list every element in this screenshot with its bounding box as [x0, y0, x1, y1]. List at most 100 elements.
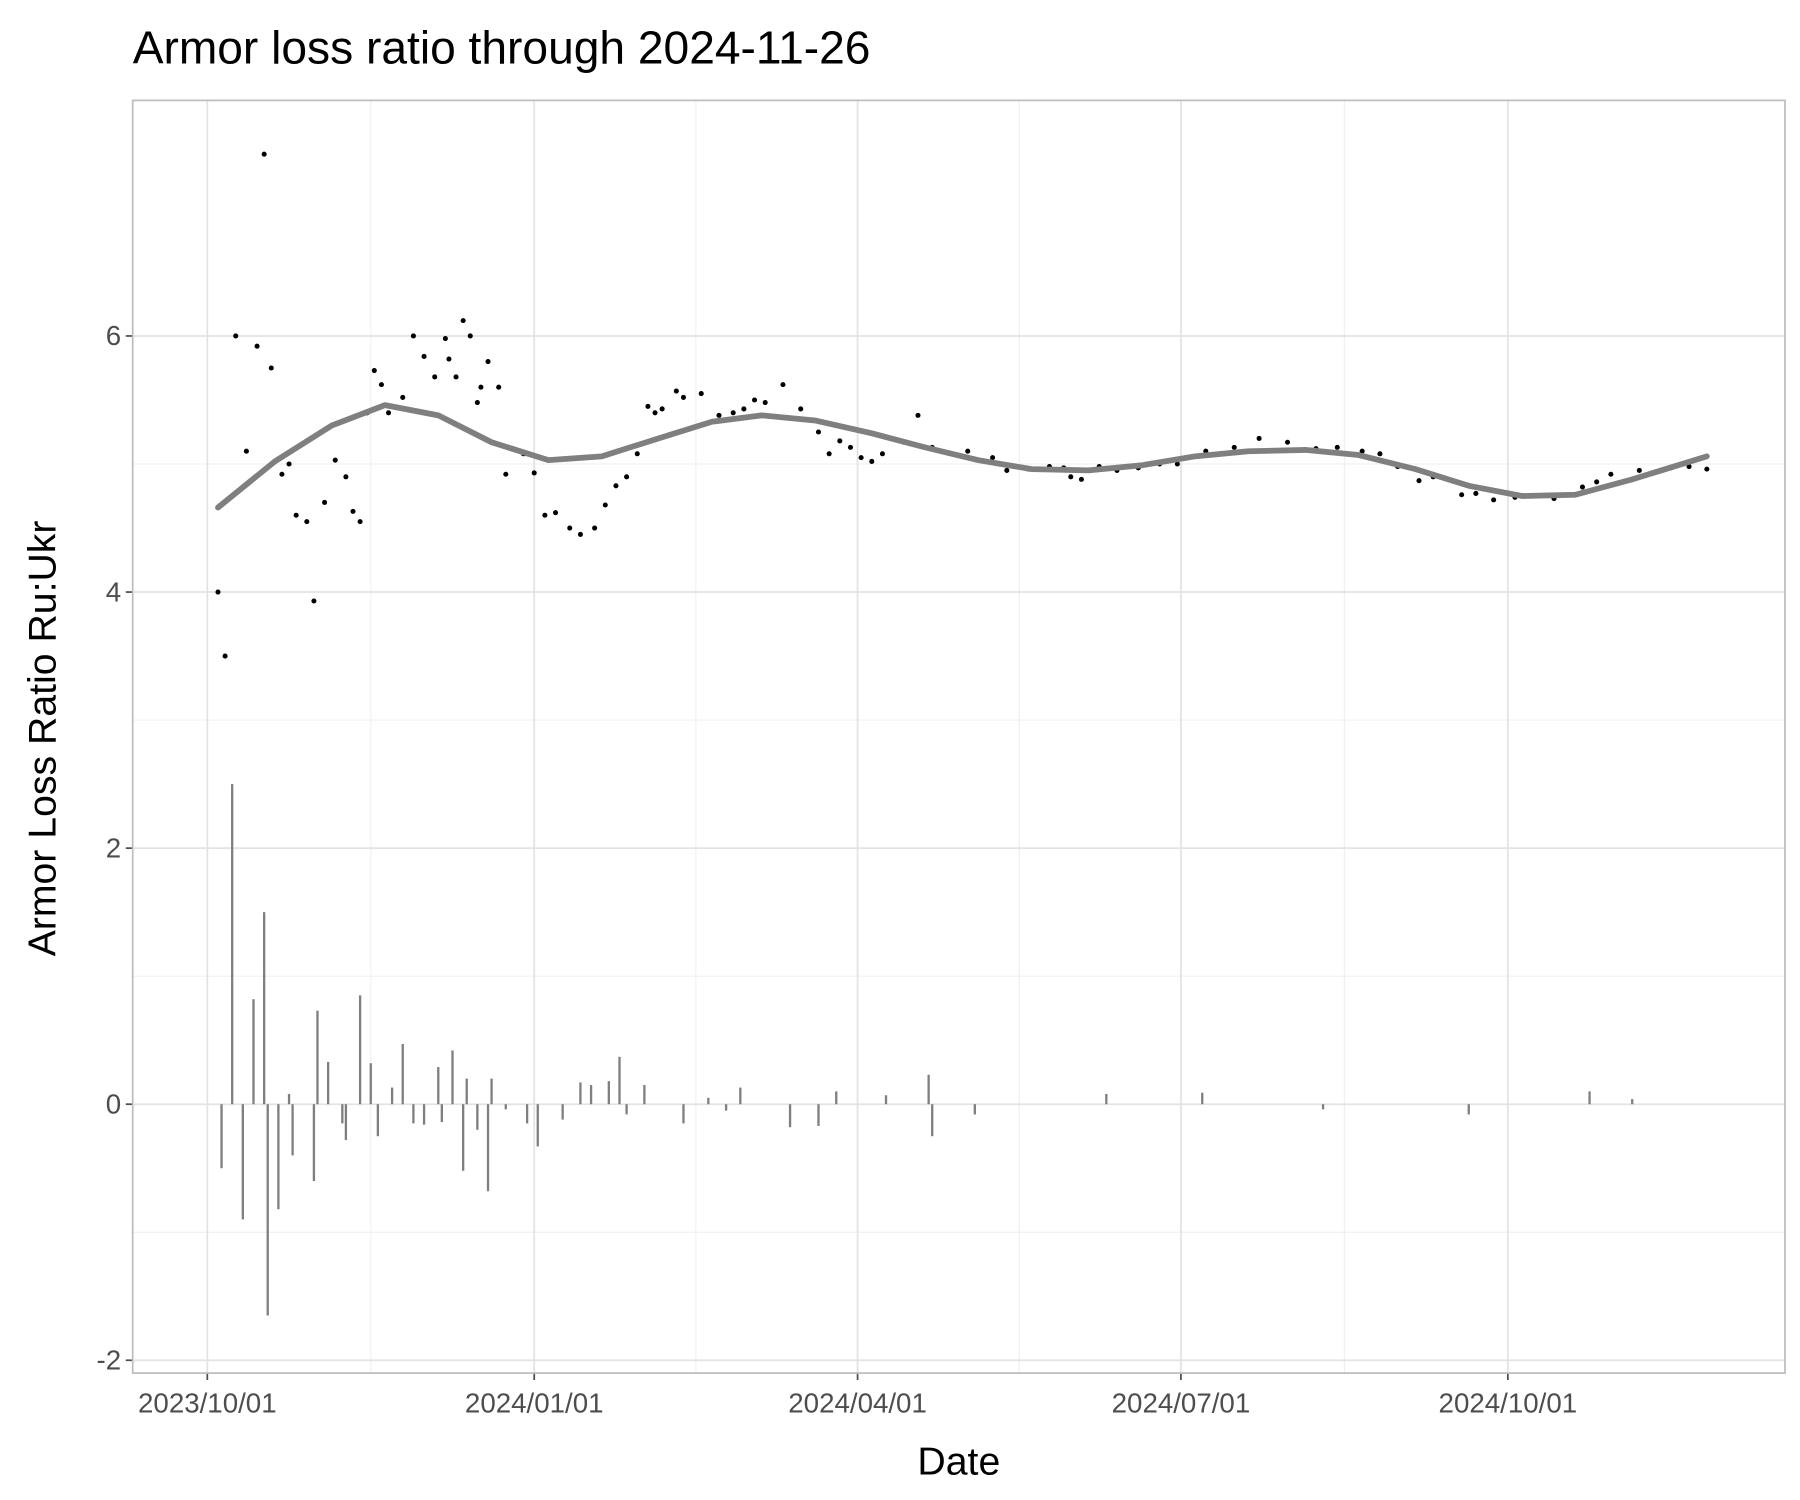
y-tick-label: -2 [97, 1345, 122, 1376]
point [311, 598, 317, 604]
bar [618, 1056, 621, 1105]
bar [1201, 1092, 1204, 1105]
y-axis-title: Armor Loss Ratio Ru:Ukr [20, 521, 64, 957]
point [680, 394, 686, 400]
bar [440, 1104, 443, 1123]
point [1416, 478, 1422, 484]
point [915, 412, 921, 418]
bar [486, 1104, 490, 1192]
point [659, 406, 665, 412]
bar [277, 1104, 280, 1210]
point [478, 384, 484, 390]
point [222, 653, 228, 659]
x-axis-title: Date [917, 1440, 1000, 1484]
bar [358, 995, 362, 1105]
bar [1467, 1104, 1470, 1115]
point [371, 368, 377, 374]
bar [412, 1104, 415, 1124]
bar [291, 1104, 294, 1156]
bar [561, 1104, 564, 1120]
point [847, 444, 854, 450]
point [421, 353, 427, 359]
bar [376, 1104, 380, 1137]
bar [263, 912, 266, 1105]
point [1636, 467, 1642, 473]
point [343, 474, 349, 480]
point [815, 429, 822, 435]
bar [462, 1104, 465, 1171]
bar [312, 1104, 316, 1182]
bar [525, 1104, 529, 1124]
point [1377, 451, 1383, 457]
point [1174, 461, 1180, 467]
point [592, 525, 598, 531]
point [698, 391, 704, 397]
bar [707, 1097, 710, 1105]
bar [316, 1010, 319, 1105]
bar [835, 1091, 838, 1105]
y-tick-label: 6 [106, 320, 121, 351]
smooth-line [215, 402, 1710, 511]
point [304, 519, 310, 525]
point [446, 356, 452, 362]
point [503, 471, 509, 477]
point [751, 397, 758, 403]
point [1579, 484, 1585, 490]
point [869, 458, 875, 464]
point [474, 400, 480, 406]
y-tick-label: 2 [106, 832, 121, 863]
bar [326, 1061, 330, 1105]
point [798, 406, 804, 412]
point [1256, 435, 1262, 441]
point [1068, 474, 1074, 480]
point [1078, 476, 1084, 482]
point [385, 410, 392, 416]
point [485, 359, 491, 365]
y-tick-label: 4 [106, 576, 121, 607]
point [1594, 479, 1600, 485]
bar [266, 1104, 269, 1316]
point [741, 406, 747, 412]
bar [739, 1087, 742, 1105]
point [293, 512, 299, 518]
point [531, 470, 537, 476]
point [322, 499, 328, 505]
bar [817, 1104, 820, 1126]
bar [465, 1078, 468, 1105]
point [858, 455, 864, 461]
bar [341, 1104, 344, 1124]
bar [589, 1084, 593, 1105]
point [332, 457, 338, 463]
bar [390, 1087, 394, 1105]
bar [884, 1095, 888, 1105]
bar [724, 1104, 728, 1111]
point [350, 508, 356, 514]
point [1359, 448, 1365, 454]
point [215, 589, 221, 595]
bar [451, 1050, 454, 1105]
chart-title: Armor loss ratio through 2024-11-26 [133, 21, 871, 73]
point [1704, 466, 1710, 472]
point [467, 333, 473, 339]
point [268, 365, 274, 371]
point [624, 474, 630, 480]
bar [1321, 1104, 1325, 1110]
point [780, 382, 786, 388]
bar [369, 1063, 372, 1105]
bar [579, 1082, 582, 1105]
point [1686, 464, 1692, 470]
point [432, 374, 438, 380]
point [652, 410, 658, 416]
x-tick-label: 2024/04/01 [788, 1387, 927, 1418]
bar [287, 1093, 291, 1105]
point [1231, 444, 1237, 450]
point [410, 333, 416, 339]
x-tick-label: 2024/07/01 [1112, 1387, 1251, 1418]
point [542, 512, 548, 518]
bar [437, 1067, 440, 1105]
x-tick-label: 2024/01/01 [465, 1387, 604, 1418]
point [879, 451, 885, 457]
point [965, 448, 971, 454]
point [400, 394, 406, 400]
